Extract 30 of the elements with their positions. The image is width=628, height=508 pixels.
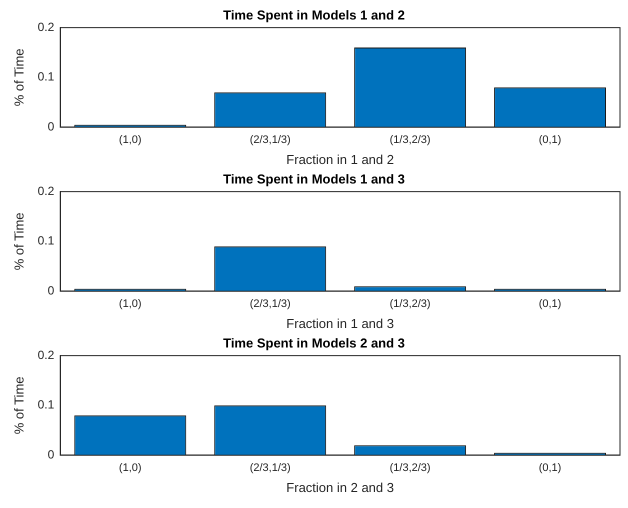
x-axis-title: Fraction in 1 and 3 bbox=[286, 316, 394, 331]
x-tick-label: (2/3,1/3) bbox=[250, 462, 291, 474]
y-tick-label: 0 bbox=[48, 284, 55, 298]
x-tick-label: (0,1) bbox=[538, 134, 562, 146]
x-tick-label: (1,0) bbox=[118, 462, 142, 474]
x-tick-label: (0,1) bbox=[538, 462, 562, 474]
y-axis-title: % of Time bbox=[11, 212, 26, 270]
y-axis-title: % of Time bbox=[11, 376, 26, 434]
chart-title: Time Spent in Models 2 and 3 bbox=[223, 335, 405, 350]
x-tick-label: (2/3,1/3) bbox=[250, 298, 291, 310]
y-tick-label: 0.2 bbox=[38, 184, 55, 198]
chart-title: Time Spent in Models 1 and 3 bbox=[223, 171, 405, 186]
y-tick-label: 0.1 bbox=[38, 70, 55, 84]
x-tick-label: (1/3,2/3) bbox=[390, 462, 431, 474]
y-tick-label: 0.1 bbox=[38, 234, 55, 248]
y-tick-label: 0.1 bbox=[38, 398, 55, 412]
chart-title: Time Spent in Models 1 and 2 bbox=[223, 7, 405, 22]
x-tick-label: (1/3,2/3) bbox=[390, 134, 431, 146]
x-axis-title: Fraction in 1 and 2 bbox=[286, 152, 394, 167]
y-axis-title: % of Time bbox=[11, 48, 26, 106]
x-axis-title: Fraction in 2 and 3 bbox=[286, 480, 394, 495]
y-tick-label: 0.2 bbox=[38, 20, 55, 34]
x-tick-label: (1/3,2/3) bbox=[390, 298, 431, 310]
y-tick-label: 0.2 bbox=[38, 348, 55, 362]
x-tick-label: (0,1) bbox=[538, 298, 562, 310]
y-tick-label: 0 bbox=[48, 448, 55, 462]
x-tick-label: (1,0) bbox=[118, 134, 142, 146]
x-tick-label: (2/3,1/3) bbox=[250, 134, 291, 146]
x-tick-label: (1,0) bbox=[118, 298, 142, 310]
y-tick-label: 0 bbox=[48, 120, 55, 134]
